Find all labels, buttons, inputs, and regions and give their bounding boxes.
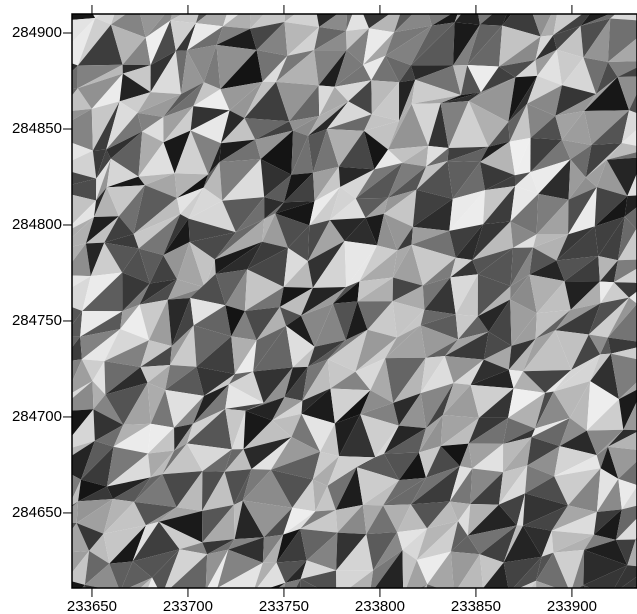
relief-facet (607, 585, 637, 614)
relief-facet (599, 596, 610, 614)
relief-facet (140, 596, 162, 610)
relief-facet (420, 594, 454, 614)
x-tick-label: 233700 (163, 598, 213, 614)
relief-facet (610, 0, 637, 22)
y-tick-label: 284750 (12, 312, 62, 329)
relief-facet (607, 585, 637, 614)
relief-facet (228, 593, 253, 614)
y-tick-label: 284900 (12, 24, 62, 41)
x-tick-label: 233850 (451, 598, 501, 614)
relief-facet (217, 588, 252, 614)
y-tick-label: 284850 (12, 120, 62, 137)
x-tick-label: 233800 (355, 598, 405, 614)
y-tick-label: 284800 (12, 216, 62, 233)
y-tick-label: 284700 (12, 408, 62, 425)
y-tick-label: 284650 (12, 504, 62, 521)
relief-facet (56, 0, 95, 21)
relief-facet (61, 337, 82, 362)
x-tick-label: 233900 (547, 598, 597, 614)
hillshade-relief (47, 0, 637, 614)
x-tick-label: 233750 (259, 598, 309, 614)
x-tick-label: 233650 (67, 598, 117, 614)
map-figure: 233650 233700 233750 233800 233850 233900 2846… (0, 0, 637, 614)
